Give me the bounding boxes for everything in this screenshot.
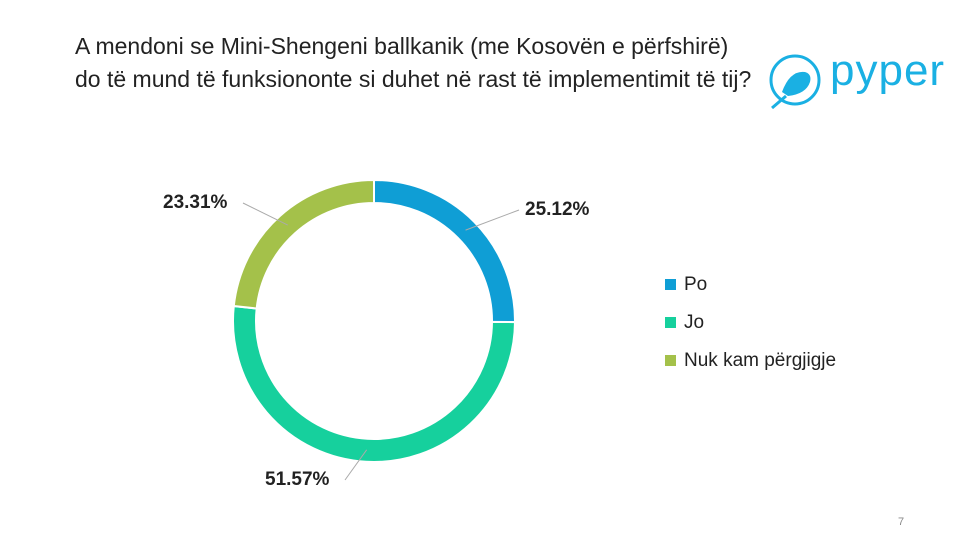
leader-line [465, 209, 520, 231]
donut-segment [232, 178, 375, 310]
legend-label: Nuk kam përgjigje [684, 350, 836, 371]
leader-line [344, 449, 368, 481]
data-label: 51.57% [265, 469, 330, 490]
chart-title: A mendoni se Mini-Shengeni ballkanik (me… [75, 33, 752, 92]
legend-swatch [665, 317, 676, 328]
legend-label: Po [684, 274, 707, 295]
legend-swatch [665, 355, 676, 366]
data-label: 25.12% [525, 199, 590, 220]
logo-text: pyper [830, 46, 946, 95]
leader-line [242, 202, 288, 226]
logo-icon [769, 54, 821, 110]
donut-segment [232, 304, 517, 463]
page-number: 7 [898, 516, 905, 528]
legend-swatch [665, 279, 676, 290]
donut-segment [373, 178, 516, 324]
legend-label: Jo [684, 312, 704, 333]
data-label: 23.31% [163, 192, 228, 213]
